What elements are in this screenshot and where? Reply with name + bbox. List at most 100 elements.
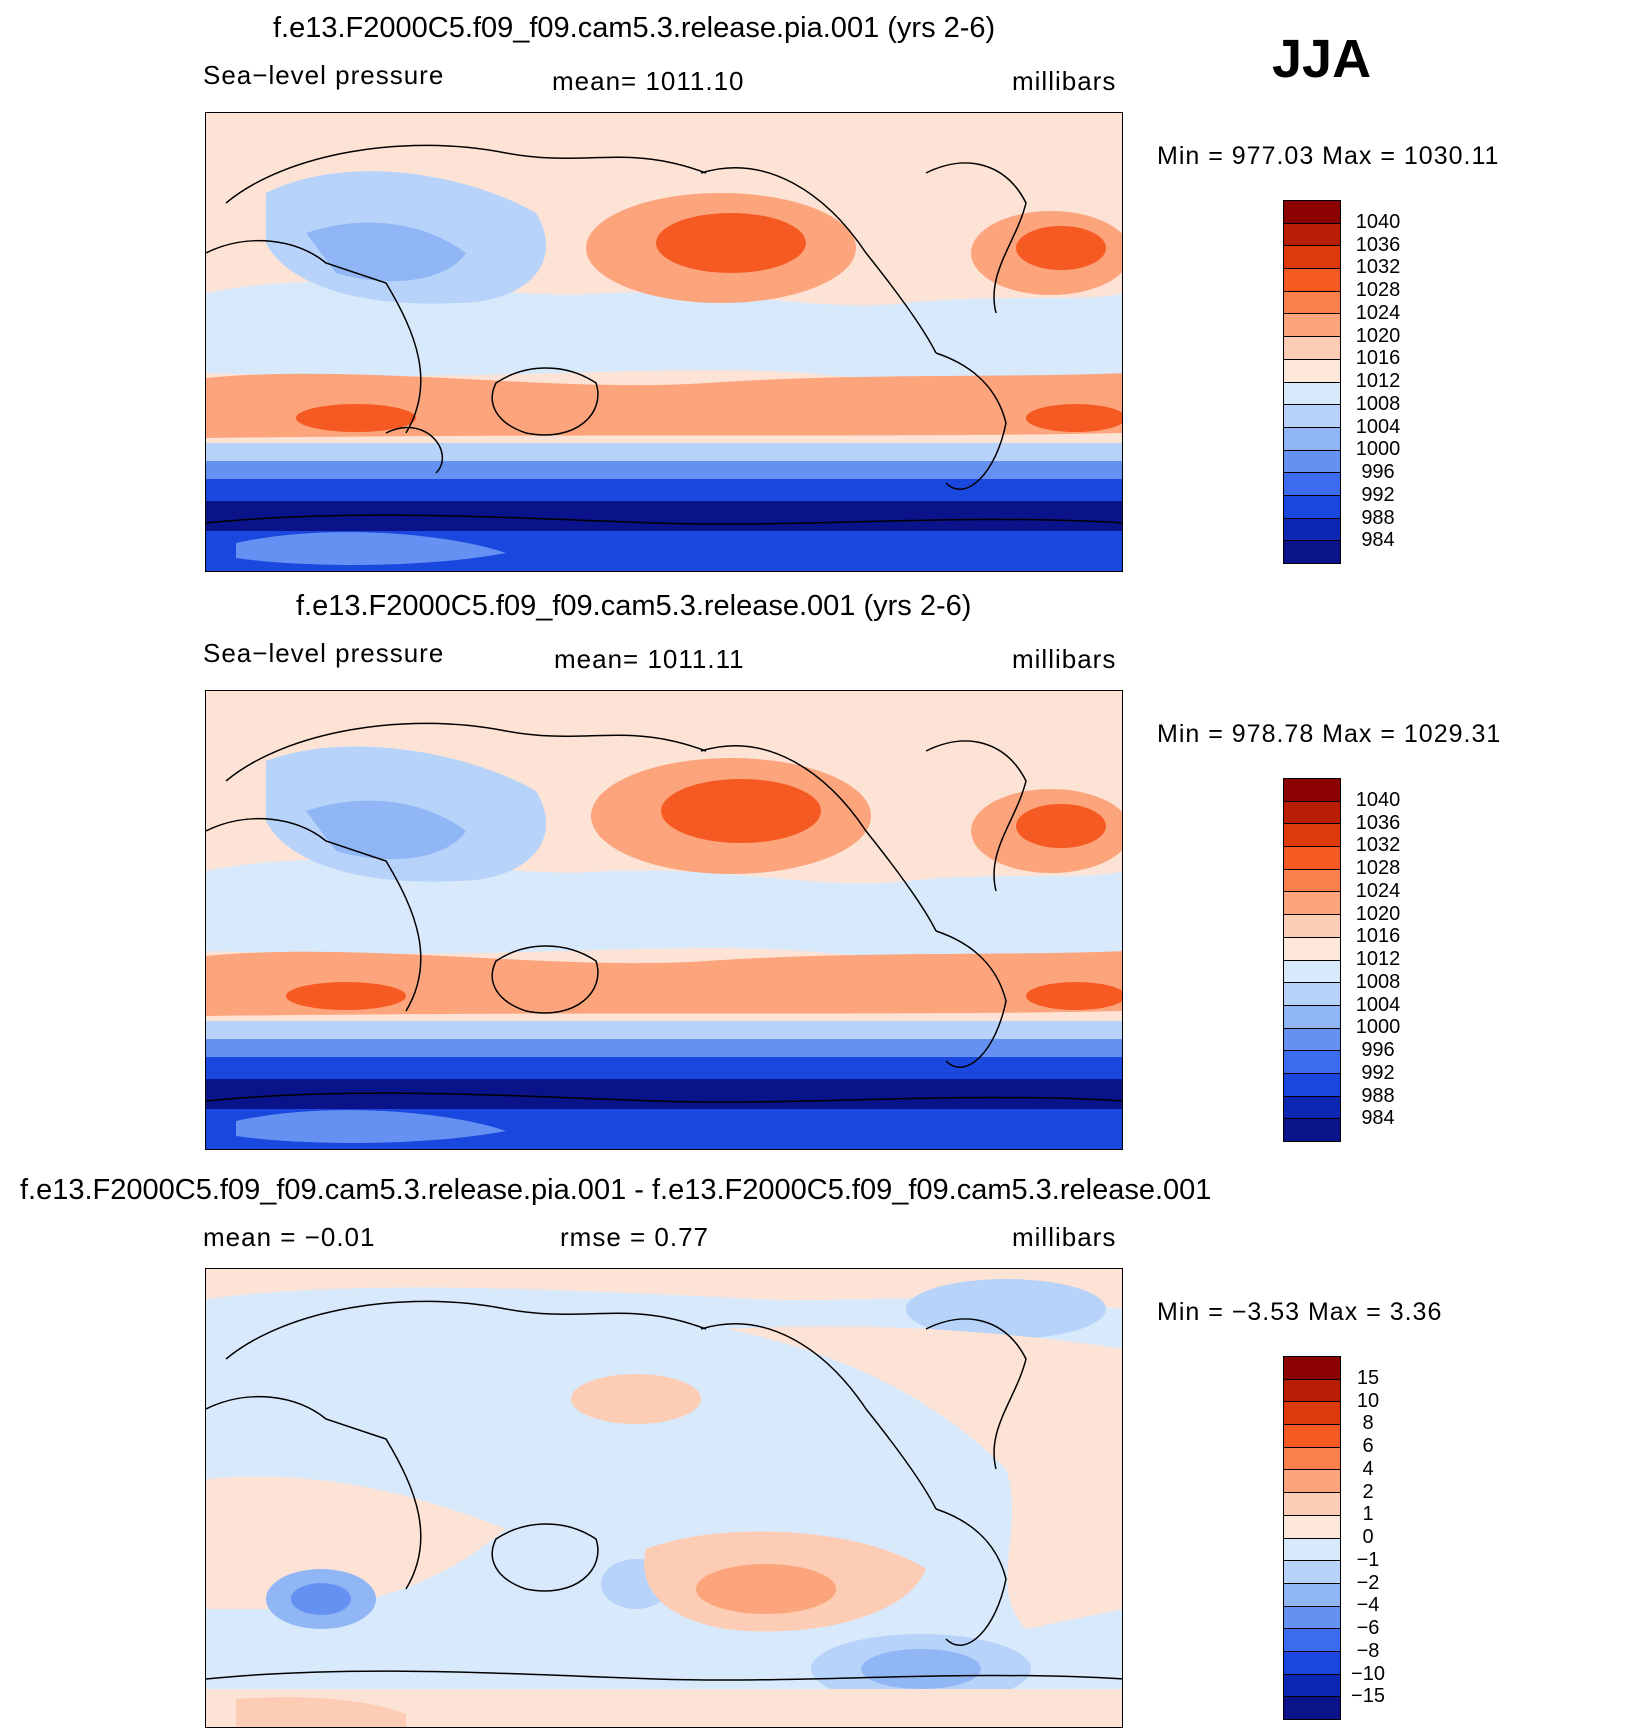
panel-1-units: millibars — [1012, 66, 1117, 96]
colorbar-swatch — [1284, 1697, 1340, 1719]
colorbar-swatch — [1284, 1051, 1340, 1074]
colorbar-tick-label: 1 — [1362, 1503, 1374, 1526]
arctic-positive — [206, 1269, 1122, 1309]
colorbar-swatch — [1284, 1402, 1340, 1426]
colorbar-swatch — [1284, 1538, 1340, 1562]
colorbar-swatch — [1284, 1379, 1340, 1403]
panel-2-colorbar-labels: 1040 1036 1032 1028 1024 1020 1016 1012 1008 1004… — [1350, 778, 1406, 1142]
north-pacific-high-core — [661, 779, 821, 843]
colorbar-swatch — [1284, 359, 1340, 383]
colorbar-tick-label: 1008 — [1355, 970, 1401, 993]
colorbar-swatch — [1284, 1493, 1340, 1516]
panel-2-colorbar — [1283, 778, 1341, 1142]
colorbar-tick-label: 992 — [1361, 483, 1395, 506]
colorbar-swatch — [1284, 960, 1340, 984]
southern-ocean-band-4 — [206, 1079, 1122, 1109]
north-pacific-positive — [571, 1374, 701, 1424]
colorbar-swatch — [1284, 223, 1340, 247]
africa-coast — [385, 426, 443, 474]
north-pacific-high-core — [656, 213, 806, 273]
eurasia-coast — [225, 144, 707, 204]
panel-3-colorbar-labels: 15 10 8 6 4 2 1 0 −1 −2 −4 −6 −8 −10 −15 — [1340, 1356, 1396, 1720]
colorbar-tick-label: −10 — [1351, 1662, 1385, 1685]
colorbar-swatch — [1284, 1096, 1340, 1120]
panel-2-minmax: Min = 978.78 Max = 1029.31 — [1157, 720, 1502, 748]
colorbar-tick-label: 1016 — [1355, 925, 1401, 948]
panel-1-title: f.e13.F2000C5.f09_f09.cam5.3.release.pia… — [273, 12, 996, 44]
panel-3-minmax: Min = −3.53 Max = 3.36 — [1157, 1298, 1443, 1326]
colorbar-swatch — [1284, 915, 1340, 938]
colorbar-tick-label: 1012 — [1355, 370, 1401, 392]
southern-ocean-band-1 — [206, 443, 1122, 461]
colorbar-tick-label: −6 — [1356, 1617, 1380, 1639]
north-america-east-coast — [925, 162, 1027, 314]
africa-outline — [206, 817, 422, 1012]
colorbar-swatch — [1284, 269, 1340, 292]
colorbar-swatch — [1284, 1583, 1340, 1607]
colorbar-swatch — [1284, 405, 1340, 428]
azores-high-core — [1016, 804, 1106, 848]
americas-positive — [726, 1326, 1122, 1629]
colorbar-swatch — [1284, 1119, 1340, 1141]
colorbar-tick-label: 988 — [1361, 506, 1395, 529]
colorbar-tick-label: 1016 — [1355, 347, 1401, 370]
panel-3-rmse: rmse = 0.77 — [560, 1222, 710, 1252]
drake-passage-negative-core — [861, 1649, 981, 1689]
colorbar-tick-label: 1032 — [1355, 834, 1401, 857]
southern-ocean-band-2 — [206, 461, 1122, 479]
colorbar-tick-label: −1 — [1356, 1548, 1380, 1571]
australia-outline — [491, 1523, 599, 1592]
panel-1-map-svg — [206, 113, 1122, 571]
colorbar-tick-label: 2 — [1362, 1480, 1374, 1503]
panel-1-mean: mean= 1011.10 — [552, 66, 745, 96]
colorbar-swatch — [1284, 1005, 1340, 1029]
colorbar-tick-label: 6 — [1362, 1435, 1374, 1457]
colorbar-swatch — [1284, 1073, 1340, 1097]
colorbar-swatch — [1284, 473, 1340, 496]
colorbar-tick-label: 988 — [1361, 1084, 1395, 1107]
colorbar-swatch — [1284, 495, 1340, 519]
colorbar-swatch — [1284, 983, 1340, 1006]
south-pacific-positive-core — [696, 1564, 836, 1614]
panel-1-map — [205, 112, 1123, 572]
colorbar-swatch — [1284, 1674, 1340, 1698]
south-america-outline — [935, 930, 1007, 1068]
north-america-east-coast — [925, 1318, 1027, 1470]
tropical-low-band — [206, 859, 1122, 959]
colorbar-tick-label: 996 — [1361, 1039, 1395, 1061]
panel-1-variable: Sea−level pressure — [203, 60, 445, 90]
colorbar-tick-label: 1020 — [1355, 324, 1401, 347]
panel-2-map — [205, 690, 1123, 1150]
colorbar-swatch — [1284, 337, 1340, 360]
southern-ocean-band-3 — [206, 1057, 1122, 1079]
south-indian-high-core — [296, 404, 416, 432]
colorbar-tick-label: 10 — [1356, 1389, 1380, 1412]
colorbar-swatch — [1284, 801, 1340, 825]
colorbar-tick-label: −2 — [1356, 1571, 1380, 1594]
colorbar-swatch — [1284, 246, 1340, 270]
panel-2-variable: Sea−level pressure — [203, 638, 445, 668]
colorbar-tick-label: 1008 — [1355, 392, 1401, 415]
colorbar-tick-label: 8 — [1362, 1412, 1374, 1435]
colorbar-swatch — [1284, 847, 1340, 870]
eurasia-coast — [225, 722, 707, 782]
colorbar-tick-label: 1000 — [1355, 438, 1401, 461]
antarctica-coast — [206, 1670, 1122, 1681]
southern-subtropical-high-band — [206, 951, 1122, 1016]
southern-ocean-band-2 — [206, 1039, 1122, 1057]
asia-low-core — [306, 800, 466, 860]
south-america-outline — [935, 352, 1007, 490]
africa-outline — [206, 1395, 422, 1590]
greenland-negative — [906, 1279, 1106, 1339]
colorbar-swatch — [1284, 937, 1340, 961]
north-america-west-coast — [700, 1323, 937, 1510]
australia-outline — [491, 367, 599, 436]
antarctica-coast — [206, 514, 1122, 525]
colorbar-tick-label: 1036 — [1355, 233, 1401, 256]
colorbar-swatch — [1284, 1028, 1340, 1052]
season-label: JJA — [1272, 29, 1372, 89]
colorbar-swatch — [1284, 779, 1340, 802]
colorbar-swatch — [1284, 1651, 1340, 1675]
africa-outline — [206, 239, 422, 434]
colorbar-tick-label: 1024 — [1355, 879, 1401, 902]
